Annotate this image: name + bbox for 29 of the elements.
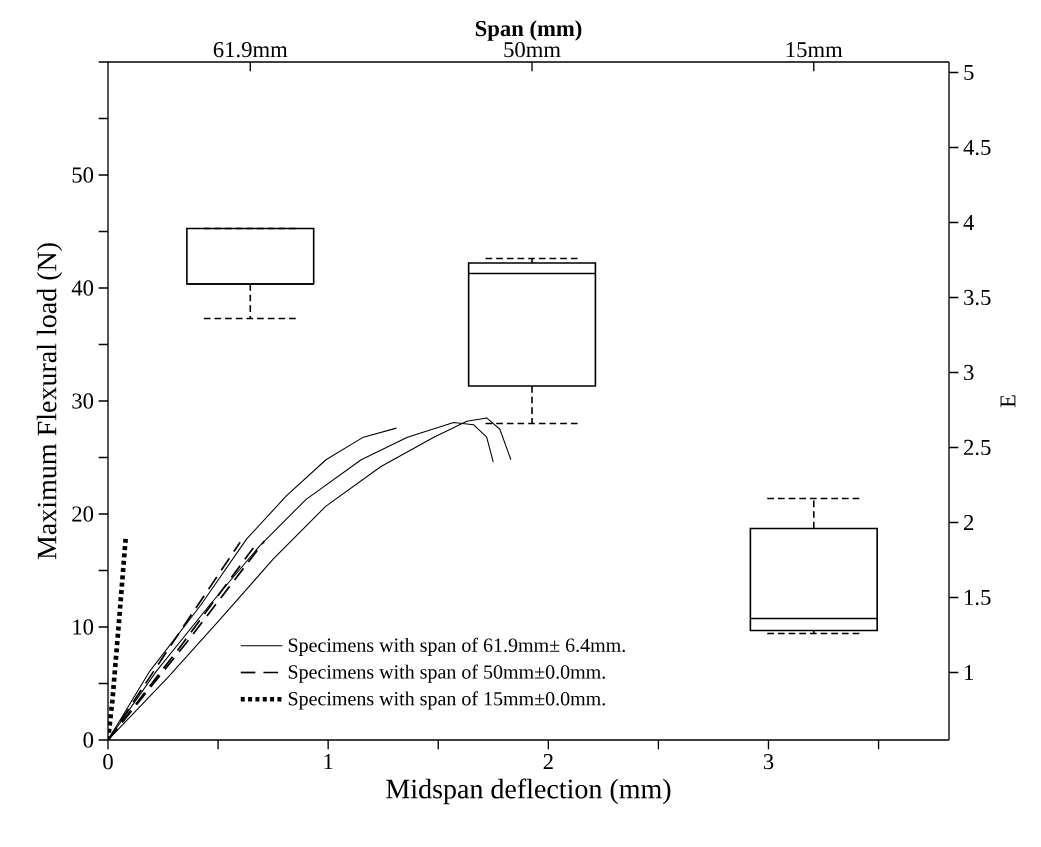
x-tick-label: 50mm — [504, 41, 561, 58]
y-tick-label: 10 — [73, 619, 94, 635]
y-tick-label: 30 — [72, 393, 94, 409]
y-tick-label: 20 — [72, 506, 94, 522]
y-tick-label: 3 — [964, 364, 974, 381]
y-tick-label: 3.5 — [964, 289, 991, 306]
x-tick-label: 3 — [763, 754, 774, 770]
y-tick-label: 2 — [964, 514, 974, 530]
legend-label: Specimens with span of 61.9mm± 6.4mm. — [288, 637, 625, 657]
y-tick-label: 4 — [963, 215, 975, 230]
y-axis-title: E — [1000, 395, 1016, 408]
x-axis-title: Span (mm) — [475, 20, 582, 41]
legend-label: Specimens with span of 50mm±0.0mm. — [288, 664, 605, 683]
y-tick-label: 0 — [83, 732, 94, 748]
y-tick-label: 50 — [72, 167, 94, 183]
y-axis-title: Maximum Flexural load (N) — [36, 243, 63, 560]
x-tick-label: 0 — [103, 754, 113, 770]
x-axis-title: Midspan deflection (mm) — [386, 778, 671, 805]
y-tick-label: 4.5 — [963, 139, 991, 156]
x-tick-label: 1 — [324, 754, 333, 770]
x-tick-label: 2 — [543, 754, 553, 770]
y-tick-label: 40 — [71, 280, 94, 296]
x-tick-label: 15mm — [786, 42, 843, 58]
x-tick-label: 61.9mm — [213, 41, 288, 58]
y-tick-label: 1 — [965, 665, 974, 680]
legend-label: Specimens with span of 15mm±0.0mm. — [288, 691, 605, 710]
y-tick-label: 1.5 — [965, 589, 991, 606]
y-tick-label: 2.5 — [964, 439, 991, 456]
y-tick-label: 5 — [964, 64, 974, 81]
